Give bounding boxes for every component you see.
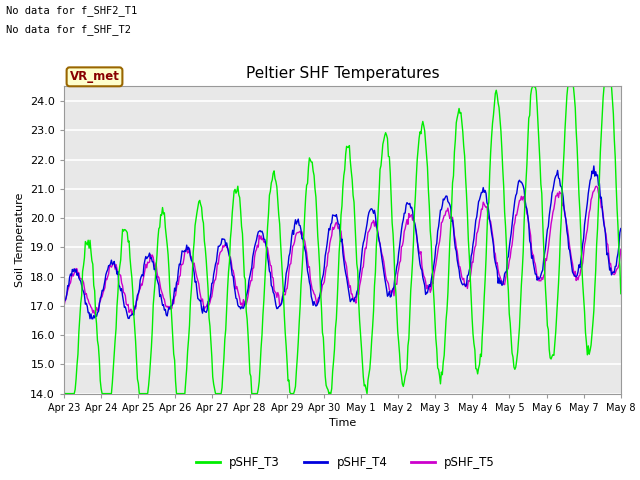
pSHF_T5 — [480, 201, 488, 207]
X-axis label: Time: Time — [329, 418, 356, 428]
pSHF_T3 — [204, 287, 212, 292]
pSHF_T4 — [389, 287, 397, 292]
Line: pSHF_T4: pSHF_T4 — [64, 166, 621, 319]
pSHF_T3 — [529, 84, 536, 89]
Y-axis label: Soil Temperature: Soil Temperature — [15, 193, 24, 287]
pSHF_T4 — [480, 190, 488, 195]
Line: pSHF_T3: pSHF_T3 — [64, 86, 621, 394]
pSHF_T5 — [159, 295, 167, 301]
pSHF_T3 — [433, 346, 440, 352]
pSHF_T4 — [617, 226, 625, 231]
pSHF_T5 — [617, 246, 625, 252]
pSHF_T5 — [313, 301, 321, 307]
pSHF_T4 — [433, 240, 440, 246]
Title: Peltier SHF Temperatures: Peltier SHF Temperatures — [246, 66, 439, 81]
pSHF_T5 — [593, 183, 600, 189]
pSHF_T3 — [60, 389, 68, 395]
pSHF_T5 — [60, 304, 68, 310]
pSHF_T4 — [89, 316, 97, 322]
pSHF_T4 — [159, 302, 167, 308]
pSHF_T5 — [204, 300, 212, 306]
pSHF_T5 — [433, 255, 440, 261]
pSHF_T4 — [60, 299, 68, 304]
pSHF_T3 — [480, 296, 488, 301]
pSHF_T4 — [590, 163, 598, 169]
pSHF_T3 — [159, 211, 167, 217]
Text: No data for f_SHF_T2: No data for f_SHF_T2 — [6, 24, 131, 35]
pSHF_T3 — [389, 231, 397, 237]
Line: pSHF_T5: pSHF_T5 — [64, 186, 621, 315]
pSHF_T4 — [313, 302, 321, 308]
pSHF_T4 — [204, 299, 212, 304]
pSHF_T5 — [128, 312, 136, 318]
Text: No data for f_SHF2_T1: No data for f_SHF2_T1 — [6, 5, 138, 16]
Legend: pSHF_T3, pSHF_T4, pSHF_T5: pSHF_T3, pSHF_T4, pSHF_T5 — [191, 452, 500, 474]
Text: VR_met: VR_met — [70, 71, 120, 84]
pSHF_T3 — [61, 391, 68, 396]
pSHF_T3 — [617, 291, 625, 297]
pSHF_T5 — [389, 286, 397, 291]
pSHF_T3 — [313, 213, 321, 218]
